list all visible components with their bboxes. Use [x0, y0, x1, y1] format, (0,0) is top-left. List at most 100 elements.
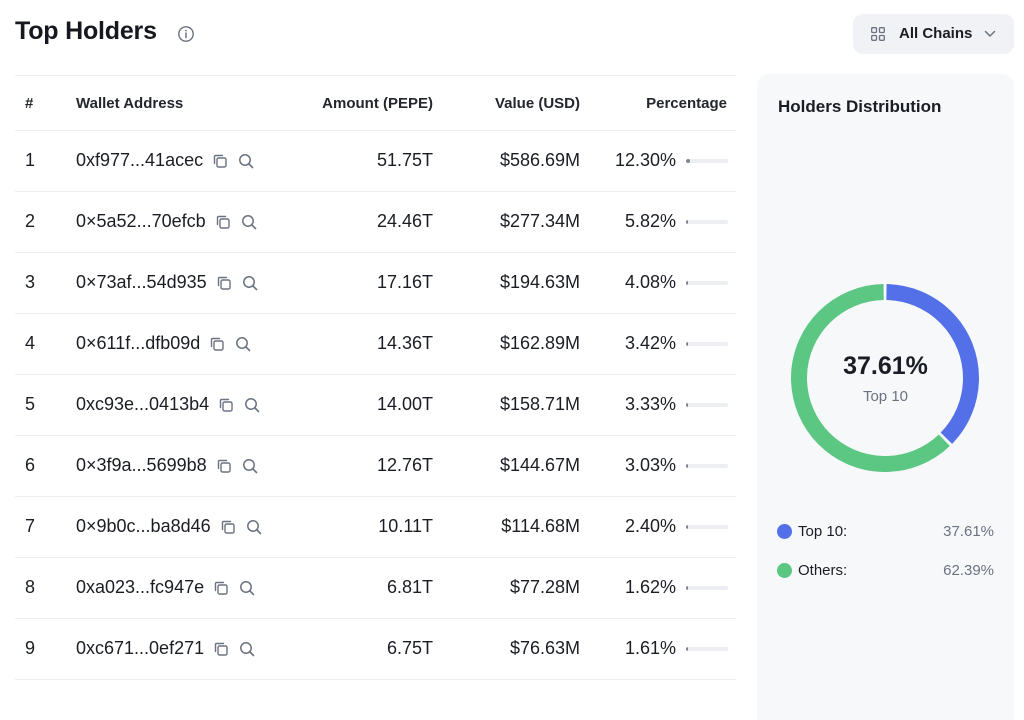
table-row[interactable]: 9 0xc671...0ef271 6.75T $76.63M 1.61% [15, 619, 736, 680]
search-icon[interactable] [240, 213, 258, 231]
value-cell: $162.89M [499, 333, 580, 353]
copy-icon[interactable] [215, 274, 233, 292]
column-header-value[interactable]: Value (USD) [494, 95, 580, 112]
column-header-amount[interactable]: Amount (PEPE) [322, 95, 433, 112]
search-icon[interactable] [234, 335, 252, 353]
grid-icon [871, 27, 885, 41]
value-cell: $194.63M [499, 272, 580, 292]
copy-icon[interactable] [212, 579, 230, 597]
table-row[interactable]: 2 0×5a52...70efcb 24.46T $277.34M 5.82% [15, 192, 736, 253]
donut-center-value: 37.61% [843, 352, 928, 380]
wallet-address-link[interactable]: 0×73af...54d935 [76, 272, 207, 292]
column-header-rank: # [25, 95, 34, 112]
copy-icon[interactable] [212, 640, 230, 658]
search-icon[interactable] [241, 457, 259, 475]
distribution-donut-chart [791, 284, 979, 472]
legend-item-top10: Top 10: 37.61% [777, 521, 994, 543]
wallet-address-cell: 0xc671...0ef271 [76, 638, 256, 659]
table-body: 1 0xf977...41acec 51.75T $586.69M 12.30% 2 0×5… [15, 131, 736, 680]
percentage-cell: 5.82% [624, 211, 676, 231]
wallet-address-link[interactable]: 0×3f9a...5699b8 [76, 455, 207, 475]
search-icon[interactable] [237, 152, 255, 170]
table-row[interactable]: 4 0×611f...dfb09d 14.36T $162.89M 3.42% [15, 314, 736, 375]
rank-cell: 6 [25, 455, 36, 475]
percentage-bar [686, 464, 728, 468]
search-icon[interactable] [238, 640, 256, 658]
holders-table: # Wallet Address Amount (PEPE) Value (US… [15, 75, 736, 680]
legend-label-others: Others: [798, 562, 848, 579]
page-header: Top Holders All Chains [15, 0, 1015, 68]
table-row[interactable]: 8 0xa023...fc947e 6.81T $77.28M 1.62% [15, 558, 736, 619]
percentage-cell: 2.40% [624, 516, 676, 536]
percentage-bar-fill [686, 281, 688, 285]
percentage-cell: 1.62% [624, 577, 676, 597]
info-icon[interactable] [177, 25, 195, 43]
percentage-bar-fill [686, 220, 688, 224]
search-icon[interactable] [241, 274, 259, 292]
wallet-address-link[interactable]: 0×611f...dfb09d [76, 333, 201, 353]
percentage-bar [686, 281, 728, 285]
percentage-cell: 3.33% [624, 394, 676, 414]
holders-distribution-panel: Holders Distribution 37.61% Top 10 Top 1… [757, 74, 1014, 720]
value-cell: $158.71M [499, 394, 580, 414]
percentage-bar [686, 586, 728, 590]
donut-others-arc [791, 284, 979, 472]
rank-cell: 5 [25, 394, 36, 414]
value-cell: $114.68M [501, 516, 580, 536]
search-icon[interactable] [243, 396, 261, 414]
wallet-address-link[interactable]: 0×9b0c...ba8d46 [76, 516, 211, 536]
rank-cell: 3 [25, 272, 36, 292]
amount-cell: 14.00T [376, 394, 433, 414]
amount-cell: 51.75T [376, 150, 433, 170]
copy-icon[interactable] [214, 213, 232, 231]
wallet-address-cell: 0xf977...41acec [76, 150, 255, 171]
amount-cell: 14.36T [376, 333, 433, 353]
amount-cell: 17.16T [376, 272, 433, 292]
percentage-cell: 4.08% [624, 272, 676, 292]
copy-icon[interactable] [211, 152, 229, 170]
wallet-address-link[interactable]: 0xf977...41acec [76, 150, 204, 170]
percentage-bar [686, 647, 728, 651]
percentage-cell: 1.61% [624, 638, 676, 658]
amount-cell: 10.11T [378, 516, 433, 536]
copy-icon[interactable] [208, 335, 226, 353]
all-chains-dropdown[interactable]: All Chains [853, 14, 1014, 54]
rank-cell: 2 [25, 211, 36, 231]
search-icon[interactable] [238, 579, 256, 597]
search-icon[interactable] [245, 518, 263, 536]
rank-cell: 4 [25, 333, 36, 353]
wallet-address-link[interactable]: 0xc93e...0413b4 [76, 394, 210, 414]
percentage-bar [686, 403, 728, 407]
percentage-bar [686, 342, 728, 346]
wallet-address-link[interactable]: 0xc671...0ef271 [76, 638, 205, 658]
copy-icon[interactable] [215, 457, 233, 475]
table-row[interactable]: 5 0xc93e...0413b4 14.00T $158.71M 3.33% [15, 375, 736, 436]
rank-cell: 9 [25, 638, 36, 658]
table-row[interactable]: 7 0×9b0c...ba8d46 10.11T $114.68M 2.40% [15, 497, 736, 558]
value-cell: $76.63M [509, 638, 580, 658]
table-row[interactable]: 3 0×73af...54d935 17.16T $194.63M 4.08% [15, 253, 736, 314]
percentage-bar-fill [686, 525, 688, 529]
percentage-bar [686, 220, 728, 224]
wallet-address-cell: 0×5a52...70efcb [76, 211, 258, 232]
copy-icon[interactable] [217, 396, 235, 414]
value-cell: $586.69M [499, 150, 580, 170]
amount-cell: 6.75T [386, 638, 433, 658]
wallet-address-link[interactable]: 0xa023...fc947e [76, 577, 205, 597]
table-row[interactable]: 1 0xf977...41acec 51.75T $586.69M 12.30% [15, 131, 736, 192]
amount-cell: 6.81T [386, 577, 433, 597]
wallet-address-cell: 0xc93e...0413b4 [76, 394, 261, 415]
distribution-title: Holders Distribution [778, 97, 942, 116]
value-cell: $144.67M [499, 455, 580, 475]
rank-cell: 1 [25, 150, 36, 170]
amount-cell: 12.76T [376, 455, 433, 475]
wallet-address-link[interactable]: 0×5a52...70efcb [76, 211, 206, 231]
percentage-bar [686, 525, 728, 529]
rank-cell: 8 [25, 577, 36, 597]
table-row[interactable]: 6 0×3f9a...5699b8 12.76T $144.67M 3.03% [15, 436, 736, 497]
chevron-down-icon [984, 30, 996, 37]
wallet-address-cell: 0×611f...dfb09d [76, 333, 252, 354]
column-header-percentage[interactable]: Percentage [646, 95, 727, 112]
value-cell: $277.34M [499, 211, 580, 231]
copy-icon[interactable] [219, 518, 237, 536]
